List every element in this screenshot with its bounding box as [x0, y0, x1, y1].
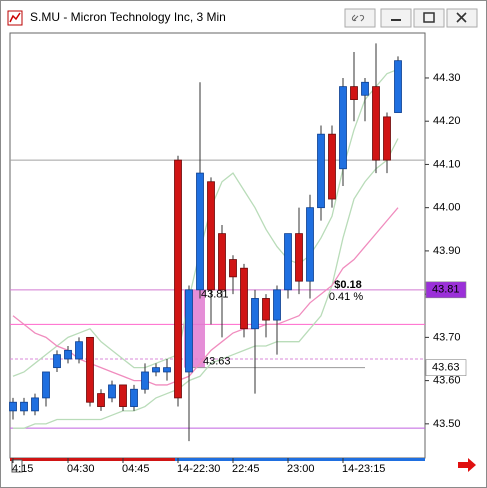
y-tick-label: 43.60 — [433, 375, 461, 387]
y-tick-label: 44.30 — [433, 72, 461, 84]
app-icon-glyph — [9, 12, 21, 23]
price-marker-label: 43.63 — [432, 362, 460, 374]
candle-body — [9, 401, 17, 412]
x-tick-label: 14-22:30 — [177, 463, 220, 475]
candle-body — [174, 159, 182, 399]
candle-body — [97, 393, 105, 407]
candle-body — [86, 336, 94, 403]
candle-body — [207, 181, 215, 291]
price-marker — [425, 359, 467, 376]
scroll-right-arrow[interactable] — [458, 458, 476, 472]
candle-body — [394, 60, 402, 113]
candle-body — [31, 397, 39, 412]
candle-body — [240, 267, 248, 330]
candle-body — [218, 233, 226, 291]
candle-body — [350, 86, 358, 100]
x-tick-label: 22:45 — [232, 463, 260, 475]
overlay-line — [13, 138, 399, 429]
x-tick-label: 23:00 — [287, 463, 315, 475]
candle-body — [64, 349, 72, 360]
scroll-box[interactable] — [11, 459, 23, 473]
minimize-icon — [391, 19, 401, 21]
close-icon — [456, 12, 467, 23]
candle-body — [229, 259, 237, 278]
candle-body — [251, 298, 259, 330]
y-tick-label: 43.70 — [433, 331, 461, 343]
y-tick-label: 44.20 — [433, 115, 461, 127]
measure-percent: 0.41 % — [329, 291, 363, 303]
link-icon — [351, 14, 365, 22]
measure-change: $0.18 — [334, 279, 362, 291]
candle-body — [141, 371, 149, 390]
candle-body — [130, 388, 138, 407]
candle-body — [295, 233, 303, 282]
minimize-button[interactable] — [380, 8, 412, 28]
y-tick-label: 43.50 — [433, 418, 461, 430]
overlay-line — [12, 68, 399, 377]
candle-body — [328, 133, 336, 200]
candle-body — [306, 207, 314, 282]
link-button[interactable] — [344, 8, 376, 28]
y-tick-label: 43.90 — [433, 245, 461, 257]
price-marker-label: 43.81 — [432, 284, 460, 296]
candle-body — [196, 172, 204, 291]
candle-body — [262, 298, 270, 321]
x-tick-label: 4:15 — [12, 463, 33, 475]
candle-body — [185, 289, 193, 373]
window-title: S.MU - Micron Technology Inc, 3 Min — [30, 10, 226, 24]
candle-body — [163, 367, 171, 373]
measure-start-label: 43.63 — [203, 356, 231, 368]
price-marker — [425, 281, 467, 299]
x-tick-label: 04:45 — [122, 463, 150, 475]
measure-end-label: 43.81 — [201, 289, 229, 301]
candle-body — [53, 354, 61, 369]
candle-body — [20, 401, 28, 412]
maximize-icon — [423, 12, 435, 23]
x-tick-label: 14-23:15 — [342, 463, 385, 475]
candle-body — [361, 81, 369, 96]
candle-body — [75, 341, 83, 360]
candle-body — [273, 289, 281, 321]
candle-body — [108, 384, 116, 399]
candle-body — [383, 116, 391, 161]
session-bar — [10, 458, 175, 461]
candle-body — [339, 86, 347, 170]
candle-body — [42, 371, 50, 399]
candle-body — [284, 233, 292, 291]
y-tick-label: 44.10 — [433, 158, 461, 170]
candle-body — [152, 367, 160, 373]
candle-body — [372, 86, 380, 161]
candle-body — [119, 384, 127, 407]
y-tick-label: 44.00 — [433, 202, 461, 214]
candle-body — [317, 133, 325, 209]
session-bar — [175, 458, 425, 461]
maximize-button[interactable] — [413, 8, 445, 28]
plot-area — [9, 32, 426, 459]
x-tick-label: 04:30 — [67, 463, 95, 475]
